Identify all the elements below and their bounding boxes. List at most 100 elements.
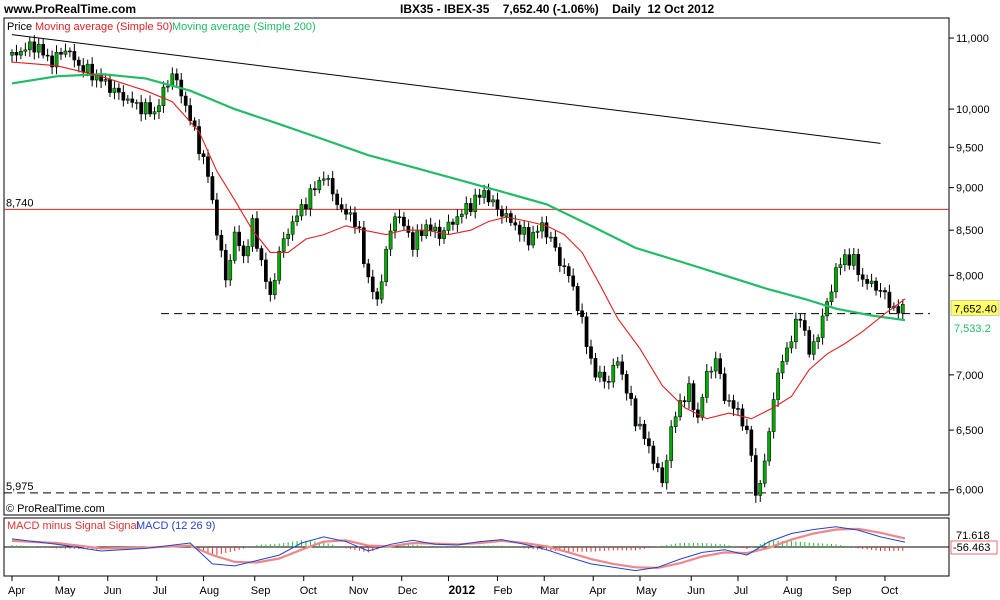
candle-body xyxy=(19,51,23,56)
candle-body xyxy=(63,50,68,55)
candle-body xyxy=(148,102,152,115)
candle-body xyxy=(838,264,843,268)
y-tick-label: 10,000 xyxy=(956,104,990,116)
candle-body xyxy=(415,230,420,250)
legend-price: Price xyxy=(7,21,32,33)
candle-body xyxy=(397,216,402,219)
candle-body xyxy=(410,232,415,250)
candle-body xyxy=(246,246,250,257)
candle-body xyxy=(277,251,282,281)
candle-body xyxy=(228,260,233,281)
x-tick-label: Jun xyxy=(687,585,705,597)
x-tick-label: Sep xyxy=(251,585,271,597)
candle-body xyxy=(664,460,669,484)
candle-body xyxy=(36,43,41,53)
macd-value-label: -56.463 xyxy=(953,542,990,554)
candle-body xyxy=(736,408,740,410)
candle-body xyxy=(633,398,638,427)
candle-body xyxy=(825,301,829,317)
candle-body xyxy=(143,102,148,115)
price-panel[interactable] xyxy=(3,17,950,516)
x-tick-label: Apr xyxy=(589,585,606,597)
x-tick-label: Oct xyxy=(300,585,317,597)
y-tick-label: 9,500 xyxy=(956,142,984,154)
x-tick-label: Jun xyxy=(104,585,122,597)
candle-body xyxy=(68,50,72,53)
candle-body xyxy=(139,102,144,115)
candle-body xyxy=(85,63,90,73)
candle-body xyxy=(428,224,433,231)
candle-body xyxy=(713,358,718,372)
candle-body xyxy=(553,236,558,248)
candle-body xyxy=(10,51,14,56)
candle-body xyxy=(522,227,527,235)
candle-body xyxy=(183,95,188,106)
candle-body xyxy=(317,180,322,191)
candle-body xyxy=(856,254,861,276)
candle-body xyxy=(219,234,224,251)
candle-body xyxy=(785,347,789,362)
candle-body xyxy=(482,190,486,198)
candle-body xyxy=(575,286,580,311)
candle-body xyxy=(834,267,838,293)
candle-body xyxy=(335,193,339,205)
candle-body xyxy=(357,226,362,229)
candle-body xyxy=(370,276,375,293)
candle-body xyxy=(14,51,19,56)
candle-body xyxy=(598,371,602,378)
watermark: © ProRealTime.com xyxy=(6,503,105,515)
candle-body xyxy=(388,230,393,250)
candle-body xyxy=(843,254,847,265)
candle-body xyxy=(638,423,642,427)
candle-body xyxy=(486,190,491,203)
candle-body xyxy=(201,153,206,157)
candle-body xyxy=(566,266,571,277)
legend-ma50: Moving average (Simple 50) xyxy=(35,21,173,33)
candle-body xyxy=(829,291,834,302)
candle-body xyxy=(27,41,32,51)
candle-body xyxy=(700,397,705,418)
candle-body xyxy=(874,280,878,291)
candle-body xyxy=(344,208,348,215)
y-tick-label: 9,000 xyxy=(956,183,984,195)
candle-body xyxy=(477,194,482,198)
candle-body xyxy=(887,291,892,309)
candle-body xyxy=(174,73,179,81)
candle-body xyxy=(232,231,237,261)
macd-lines: 71.618-56.463 xyxy=(4,526,998,572)
candle-body xyxy=(330,178,335,195)
y-tick-label: 8,000 xyxy=(956,270,984,282)
candle-body xyxy=(433,226,437,231)
candle-body xyxy=(606,381,611,383)
candle-body xyxy=(264,259,268,282)
candle-body xyxy=(419,230,424,236)
candle-body xyxy=(557,247,562,266)
ma50-line xyxy=(11,61,906,420)
legend-ma200: Moving average (Simple 200) xyxy=(172,21,316,33)
candle-body xyxy=(152,111,157,115)
y-tick-label: 11,000 xyxy=(956,33,989,45)
candle-body xyxy=(687,383,691,402)
candle-body xyxy=(384,248,388,283)
candle-body xyxy=(72,51,77,61)
candle-body xyxy=(718,358,723,374)
site-name[interactable]: www.ProRealTime.com xyxy=(3,2,136,16)
candle-body xyxy=(281,238,286,252)
candle-body xyxy=(753,455,758,496)
candle-body xyxy=(602,371,607,382)
candle-body xyxy=(851,254,856,266)
last-price-tag xyxy=(950,300,1000,316)
candle-body xyxy=(161,86,166,106)
candle-body xyxy=(134,102,139,104)
candle-body xyxy=(170,73,175,87)
candle-body xyxy=(272,280,277,295)
candle-body xyxy=(865,279,869,284)
candle-body xyxy=(117,87,121,93)
candle-body xyxy=(446,221,451,231)
candle-body xyxy=(50,55,54,68)
candle-body xyxy=(562,265,567,267)
macd-legend-signal: MACD minus Signal Signal xyxy=(7,520,139,532)
x-tick-label: May xyxy=(636,585,657,597)
